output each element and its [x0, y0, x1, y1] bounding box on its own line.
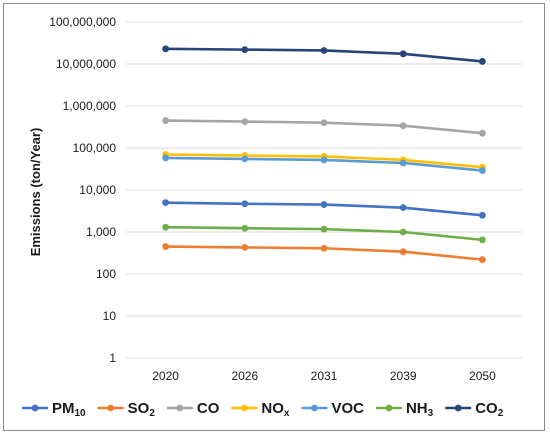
series-so2	[162, 243, 486, 264]
y-axis-label: Emissions (ton/Year)	[28, 128, 43, 257]
data-point	[241, 118, 249, 126]
y-tick-label: 100,000,000	[49, 15, 116, 29]
data-point	[162, 223, 170, 231]
legend-swatch-marker	[385, 404, 393, 412]
y-tick-label: 10	[103, 309, 117, 323]
series-lines	[162, 45, 486, 264]
x-axis-ticks: 2020 2026 2031 2039 2050	[152, 369, 496, 383]
series-voc	[162, 154, 486, 174]
x-tick-label: 2031	[311, 369, 338, 383]
legend-item-co2: CO2	[445, 400, 504, 419]
legend-swatch-marker	[311, 404, 318, 412]
data-point	[241, 224, 249, 232]
y-tick-label: 10,000	[79, 183, 116, 197]
series-nh3	[162, 223, 486, 244]
data-point	[399, 228, 407, 236]
data-point	[479, 58, 486, 65]
data-point	[320, 201, 328, 208]
data-point	[399, 50, 407, 58]
data-point	[479, 256, 486, 264]
data-point	[241, 155, 249, 163]
gridlines	[126, 21, 522, 359]
x-tick-label: 2026	[231, 369, 258, 383]
legend-swatch-marker	[454, 404, 462, 412]
data-point	[479, 211, 486, 219]
data-point	[162, 45, 170, 53]
data-point	[479, 236, 486, 244]
y-tick-label: 100,000	[73, 141, 117, 155]
data-point	[241, 243, 249, 251]
legend-label: SO2	[128, 400, 156, 419]
y-tick-label: 100	[96, 267, 116, 281]
x-tick-label: 2050	[469, 369, 496, 383]
legend-label: CO	[197, 400, 220, 417]
legend-item-nox: NOx	[231, 400, 290, 419]
data-point	[320, 119, 328, 127]
legend-label: CO2	[475, 400, 504, 419]
x-tick-label: 2039	[390, 369, 417, 383]
y-tick-label: 10,000,000	[56, 57, 116, 71]
series-co2	[162, 45, 486, 65]
data-point	[162, 243, 170, 250]
legend-label: VOC	[331, 400, 364, 417]
data-point	[399, 122, 407, 130]
data-point	[320, 225, 328, 233]
data-point	[162, 117, 170, 124]
chart-frame	[3, 3, 545, 431]
legend-label: NH3	[406, 400, 434, 419]
legend-label: NOx	[261, 400, 290, 419]
legend-item-nh3: NH3	[375, 400, 434, 419]
legend-item-voc: VOC	[301, 400, 364, 417]
legend-item-co: CO	[166, 400, 220, 417]
data-point	[320, 156, 328, 164]
x-tick-label: 2020	[152, 369, 179, 383]
data-point	[479, 167, 486, 174]
legend-swatch-marker	[31, 404, 39, 412]
legend: PM10 SO2 CO NOx VOC NH3 CO2	[22, 400, 504, 419]
data-point	[399, 159, 407, 167]
data-point	[162, 154, 170, 162]
legend-swatch-marker	[176, 404, 184, 412]
y-tick-label: 1	[109, 351, 116, 365]
legend-label: PM10	[52, 400, 86, 419]
legend-swatch-marker	[107, 404, 115, 412]
data-point	[399, 204, 407, 212]
series-co	[162, 117, 486, 137]
data-point	[320, 244, 328, 252]
data-point	[241, 200, 249, 208]
legend-swatch-marker	[240, 404, 248, 412]
legend-item-pm10: PM10	[22, 400, 86, 419]
data-point	[320, 47, 328, 54]
y-tick-label: 1,000	[86, 225, 116, 239]
series-pm10	[162, 199, 486, 219]
y-tick-label: 1,000,000	[63, 99, 117, 113]
legend-item-so2: SO2	[97, 400, 156, 419]
data-point	[479, 129, 486, 137]
data-point	[241, 46, 249, 54]
y-axis-ticks: 1 10 100 1,000 10,000 100,000 1,000,000 10,000,…	[49, 15, 116, 365]
data-point	[162, 199, 170, 207]
data-point	[399, 248, 407, 256]
